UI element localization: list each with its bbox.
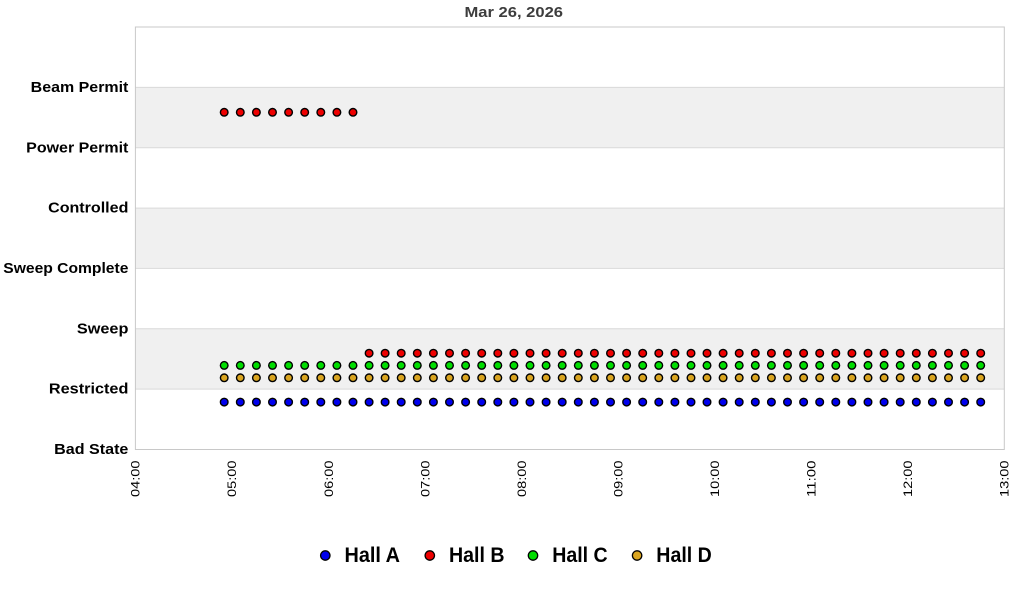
svg-text:07:00: 07:00 xyxy=(418,460,432,497)
svg-text:13:00: 13:00 xyxy=(998,460,1012,497)
svg-text:Mar 26, 2026: Mar 26, 2026 xyxy=(465,5,564,21)
svg-text:11:00: 11:00 xyxy=(805,460,819,497)
svg-text:05:00: 05:00 xyxy=(225,460,239,497)
svg-text:10:00: 10:00 xyxy=(708,460,722,497)
svg-text:Controlled: Controlled xyxy=(48,201,128,217)
svg-text:Hall C: Hall C xyxy=(552,544,608,567)
svg-text:Sweep: Sweep xyxy=(77,321,129,337)
svg-text:08:00: 08:00 xyxy=(515,460,529,497)
svg-text:09:00: 09:00 xyxy=(611,460,625,497)
svg-text:04:00: 04:00 xyxy=(129,460,143,497)
svg-text:Restricted: Restricted xyxy=(49,382,129,398)
svg-text:06:00: 06:00 xyxy=(322,460,336,497)
svg-text:Hall A: Hall A xyxy=(345,544,401,567)
svg-text:Beam Permit: Beam Permit xyxy=(31,80,129,96)
svg-text:12:00: 12:00 xyxy=(901,460,915,497)
svg-text:Hall D: Hall D xyxy=(656,544,712,567)
svg-text:Sweep Complete: Sweep Complete xyxy=(3,261,128,277)
svg-text:Hall B: Hall B xyxy=(449,544,505,567)
svg-text:Power Permit: Power Permit xyxy=(26,140,128,156)
svg-text:Bad State: Bad State xyxy=(54,442,128,458)
